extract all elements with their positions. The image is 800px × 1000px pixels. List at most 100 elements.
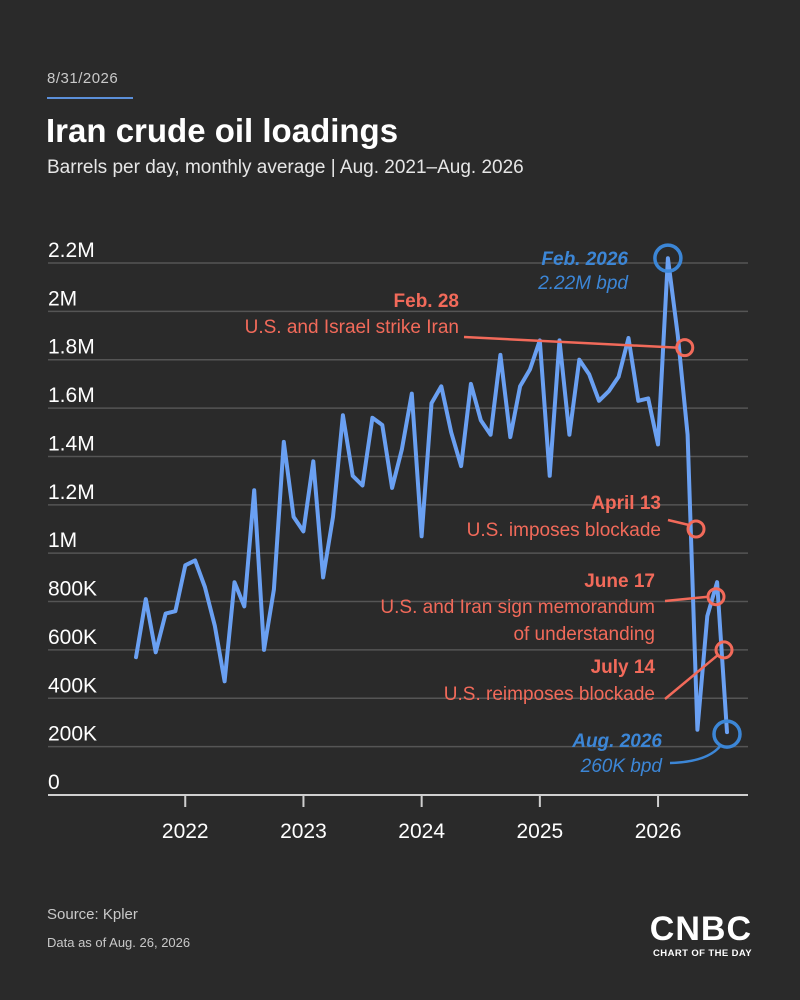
data-point — [262, 648, 266, 652]
event-title: June 17 — [584, 571, 655, 592]
peak-annotation-value: 2.22M bpd — [537, 273, 629, 294]
data-point — [203, 585, 207, 589]
data-point — [351, 474, 355, 478]
x-tick-label: 2026 — [635, 820, 682, 843]
peak-highlight-circle — [653, 243, 683, 273]
data-point — [410, 391, 414, 396]
data-point — [479, 418, 483, 422]
event-text: U.S. and Iran sign memorandum — [380, 597, 655, 618]
event-text: U.S. and Israel strike Iran — [245, 317, 459, 338]
data-point — [232, 580, 237, 584]
event-marker — [714, 640, 734, 660]
y-tick-label: 400K — [48, 674, 97, 697]
data-point — [626, 336, 631, 340]
data-point — [163, 612, 168, 616]
event-leader-line — [463, 335, 677, 349]
data-point — [459, 464, 463, 468]
data-point — [498, 353, 503, 357]
data-point — [656, 442, 660, 446]
y-tick-label: 1M — [48, 529, 77, 552]
low-highlight-circle — [712, 719, 742, 749]
source-note: Source: Kpler — [47, 906, 138, 923]
data-point — [607, 389, 611, 393]
data-point — [154, 650, 158, 654]
brand-tagline: CHART OF THE DAY — [653, 948, 752, 959]
y-tick-label: 1.2M — [48, 481, 95, 504]
event-leader-line — [664, 595, 709, 603]
data-point — [380, 423, 384, 427]
data-point — [577, 358, 581, 362]
event-title: Feb. 28 — [394, 291, 459, 312]
y-tick-label: 1.8M — [48, 336, 95, 359]
y-tick-label: 0 — [48, 771, 60, 794]
data-point — [518, 384, 522, 388]
data-point — [282, 440, 286, 444]
data-point — [341, 413, 345, 417]
data-point — [400, 447, 404, 451]
y-tick-label: 1.6M — [48, 384, 95, 407]
data-point — [508, 435, 512, 439]
y-tick-label: 200K — [48, 723, 97, 746]
data-point — [587, 372, 591, 376]
data-point — [360, 483, 365, 488]
y-tick-label: 800K — [48, 578, 97, 601]
x-tick-label: 2025 — [516, 820, 563, 843]
event-text: U.S. imposes blockade — [467, 520, 661, 541]
data-point — [636, 399, 640, 403]
event-marker — [706, 587, 726, 607]
data-point — [666, 256, 670, 260]
date-label: 8/31/2026 — [47, 70, 119, 87]
data-point — [390, 486, 394, 490]
data-point — [695, 728, 700, 732]
line-chart: 0 200K 400K 600K 800K 1M 1.2M 1.4M 1.6M 1.8M 2M 2.2… — [48, 239, 748, 843]
event-title: July 14 — [591, 657, 656, 678]
data-point — [420, 534, 424, 538]
event-marker — [686, 519, 706, 539]
data-point — [252, 488, 256, 492]
data-point — [597, 399, 601, 403]
data-point — [429, 401, 434, 405]
data-point — [567, 433, 572, 437]
data-point — [676, 333, 680, 338]
data-as-of-note: Data as of Aug. 26, 2026 — [47, 935, 191, 950]
y-tick-label: 1.4M — [48, 432, 95, 455]
event-leader-line — [664, 653, 719, 700]
data-point — [686, 433, 690, 437]
data-point — [725, 730, 729, 734]
x-tick-label: 2024 — [398, 820, 445, 843]
brand-name: CNBC — [649, 910, 752, 948]
event-text: of understanding — [513, 624, 655, 645]
data-point — [370, 416, 374, 420]
data-point — [439, 384, 443, 388]
data-point — [242, 604, 246, 608]
data-point — [213, 624, 217, 628]
low-annotation-title: Aug. 2026 — [571, 731, 662, 752]
data-point — [223, 679, 227, 683]
data-point — [272, 587, 276, 592]
chart-subtitle: Barrels per day, monthly average | Aug. … — [47, 157, 524, 178]
event-leader-line — [667, 518, 690, 527]
data-point — [705, 614, 709, 618]
data-point — [301, 529, 306, 534]
cnbc-logo: CNBC CHART OF THE DAY — [650, 912, 752, 959]
data-point — [193, 558, 197, 563]
chart-title: Iran crude oil loadings — [46, 112, 399, 149]
event-text: U.S. reimposes blockade — [444, 684, 655, 705]
data-point — [331, 515, 335, 519]
data-point — [173, 609, 177, 613]
data-point — [469, 382, 473, 386]
event-title: April 13 — [591, 493, 661, 514]
data-point — [489, 433, 493, 437]
data-point — [134, 655, 138, 659]
data-point — [183, 563, 187, 567]
data-point — [715, 580, 719, 584]
y-tick-label: 600K — [48, 626, 97, 649]
low-annotation-value: 260K bpd — [580, 756, 664, 777]
data-point — [646, 396, 650, 401]
data-point — [528, 367, 532, 371]
data-point — [292, 515, 296, 519]
data-point — [449, 430, 453, 434]
x-tick-label: 2023 — [280, 820, 327, 843]
data-point — [548, 474, 552, 478]
data-point — [144, 597, 148, 601]
